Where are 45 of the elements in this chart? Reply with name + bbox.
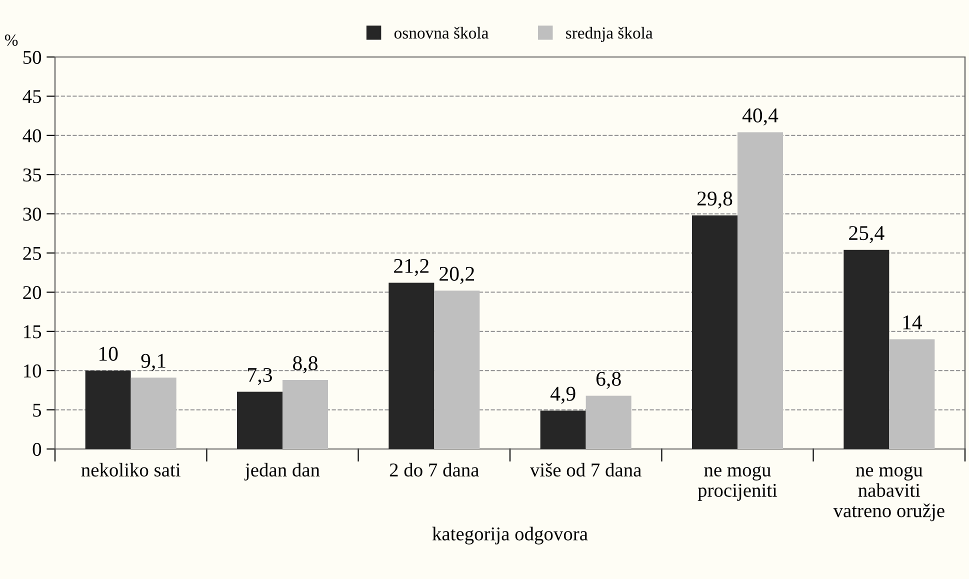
bar (434, 290, 480, 449)
text: 9,1 (141, 354, 166, 371)
text: 10 (100, 346, 118, 361)
bar (85, 370, 131, 449)
bar (844, 250, 890, 449)
text: 14 (903, 315, 922, 330)
bar (738, 132, 783, 449)
x-axis-title: kategorija odgovora (432, 526, 588, 544)
bar (130, 378, 176, 449)
y-tick-label: 15 (24, 325, 42, 338)
y-tick-label: 50 (23, 50, 42, 64)
legend-label: srednja škola (566, 26, 653, 42)
y-tick-label: 40 (22, 129, 42, 142)
y-axis-title: % (4, 34, 18, 46)
x-tick-label: nekoliko sati (81, 462, 180, 477)
x-tick-label: 2 do 7 dana (390, 462, 479, 477)
y-tick-label: 25 (23, 246, 42, 260)
bar (540, 410, 586, 449)
legend-label: osnovna škola (394, 26, 488, 39)
text: 7,3 (248, 368, 272, 385)
text: 8,8 (293, 356, 318, 374)
x-tick-label: ne mogu procijeniti (698, 466, 778, 501)
text: 6,8 (596, 372, 621, 389)
bar (237, 392, 282, 449)
bar (692, 215, 738, 449)
y-tick-label: 5 (33, 404, 42, 417)
x-tick-label: jedan dan (244, 462, 320, 481)
y-tick-label: 30 (23, 208, 42, 221)
text: 40,4 (742, 108, 778, 126)
text: 25,4 (849, 226, 884, 244)
text: 20,2 (440, 266, 474, 284)
text: 4,9 (550, 386, 576, 404)
bar (889, 339, 935, 449)
text: 21,2 (394, 259, 428, 276)
y-tick-label: 10 (24, 364, 42, 378)
x-tick-label: više od 7 dana (530, 462, 642, 477)
text: 29,8 (697, 192, 732, 209)
y-tick-label: 35 (23, 168, 42, 182)
bar (388, 282, 434, 449)
y-tick-label: 0 (32, 442, 42, 456)
y-tick-label: 20 (23, 286, 42, 300)
y-tick-label: 45 (22, 90, 42, 104)
bar (586, 396, 632, 449)
bar (282, 380, 328, 449)
x-tick-label: ne mogu nabaviti vatreno oružje (833, 466, 944, 522)
